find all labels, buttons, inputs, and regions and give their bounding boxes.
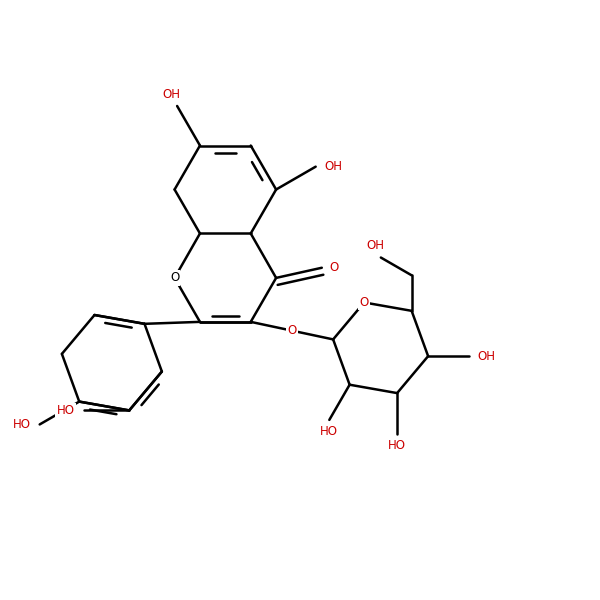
Text: O: O xyxy=(170,271,179,284)
Text: HO: HO xyxy=(13,418,31,431)
Text: HO: HO xyxy=(388,439,406,452)
Text: O: O xyxy=(359,296,369,309)
Text: OH: OH xyxy=(478,350,496,362)
Text: O: O xyxy=(287,324,296,337)
Text: HO: HO xyxy=(56,404,74,417)
Text: OH: OH xyxy=(162,88,180,101)
Text: O: O xyxy=(329,261,338,274)
Text: HO: HO xyxy=(320,425,338,439)
Text: OH: OH xyxy=(325,160,343,173)
Text: OH: OH xyxy=(366,239,384,252)
